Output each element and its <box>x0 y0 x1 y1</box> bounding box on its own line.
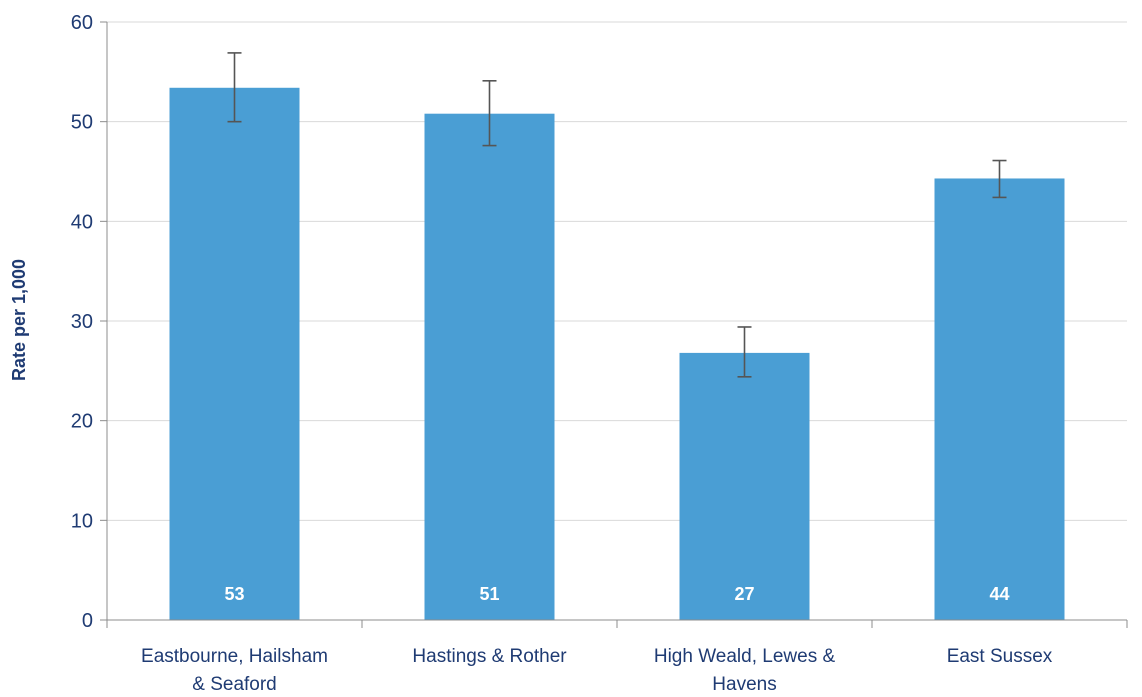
x-category-label-line: Hastings & Rother <box>412 646 567 667</box>
axes <box>100 21 1128 628</box>
y-tick-label: 10 <box>71 510 93 532</box>
bar <box>424 113 555 621</box>
x-category-label-line: Havens <box>712 674 776 695</box>
x-category-label: Hastings & Rother <box>412 646 567 667</box>
y-axis-label: Rate per 1,000 <box>9 259 29 381</box>
x-category-label-line: Eastbourne, Hailsham <box>141 646 328 667</box>
x-category-label: East Sussex <box>947 646 1053 667</box>
bar <box>169 87 300 620</box>
data-label: 27 <box>734 584 754 604</box>
x-category-label-line: East Sussex <box>947 646 1053 667</box>
data-label: 51 <box>479 584 499 604</box>
bar <box>934 178 1065 620</box>
x-category-label-line: High Weald, Lewes & <box>654 646 836 667</box>
data-label: 53 <box>224 584 244 604</box>
y-tick-label: 0 <box>82 610 93 632</box>
x-category-label: High Weald, Lewes & Havens <box>654 646 836 695</box>
y-tick-label: 50 <box>71 112 93 134</box>
bar <box>679 352 810 620</box>
error-bars <box>227 52 1007 378</box>
y-tick-label: 40 <box>71 211 93 233</box>
bars <box>169 87 1065 621</box>
y-tick-label: 20 <box>71 411 93 433</box>
x-category-label: Eastbourne, Hailsham & Seaford <box>141 646 328 695</box>
y-tick-label: 30 <box>71 311 93 333</box>
x-category-label-line: & Seaford <box>192 674 277 695</box>
labels: 0 10 20 30 40 50 60 53 Eastbourne, Hailsham & Sea… <box>71 12 1053 695</box>
data-label: 44 <box>989 584 1009 604</box>
y-tick-label: 60 <box>71 12 93 34</box>
